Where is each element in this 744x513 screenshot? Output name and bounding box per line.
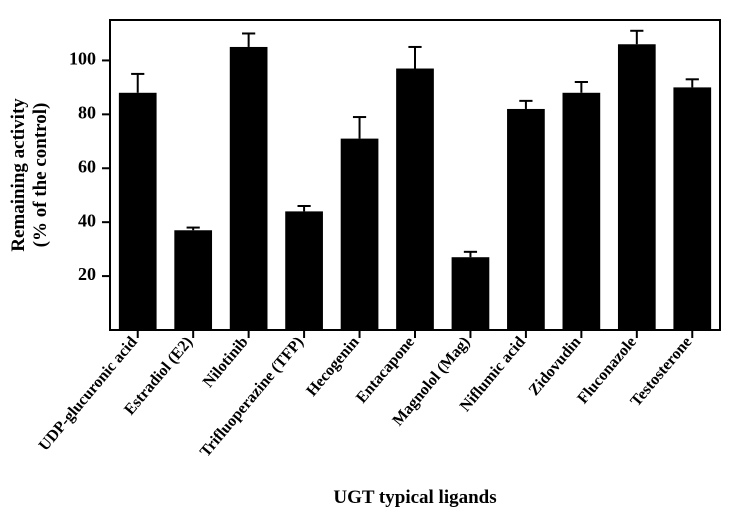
chart-container: 20406080100UDP-glucuronic acidEstradiol … bbox=[0, 0, 744, 513]
bar bbox=[618, 44, 656, 330]
y-tick-label: 60 bbox=[78, 156, 96, 176]
svg-text:Remaining activity: Remaining activity bbox=[8, 98, 29, 252]
y-tick-label: 80 bbox=[78, 102, 96, 122]
bar bbox=[119, 93, 157, 330]
x-axis-title: UGT typical ligands bbox=[333, 487, 496, 508]
y-tick-label: 40 bbox=[78, 210, 96, 230]
y-tick-label: 20 bbox=[78, 264, 96, 284]
bar bbox=[341, 139, 379, 330]
x-tick-label: Hecogenin bbox=[303, 334, 362, 400]
x-tick-label: Zidovudin bbox=[526, 334, 585, 400]
x-tick-label: Trifluoperazine (TFP) bbox=[197, 334, 307, 461]
y-tick-label: 100 bbox=[69, 49, 96, 69]
bar bbox=[285, 211, 323, 330]
bar bbox=[174, 230, 212, 330]
bar bbox=[673, 87, 711, 330]
bar bbox=[230, 47, 268, 330]
x-tick-label: UDP-glucuronic acid bbox=[36, 334, 141, 455]
bar bbox=[452, 257, 490, 330]
bar bbox=[396, 69, 434, 330]
bar bbox=[563, 93, 601, 330]
svg-text:(% of the control): (% of the control) bbox=[30, 103, 51, 248]
bar-chart: 20406080100UDP-glucuronic acidEstradiol … bbox=[0, 0, 744, 513]
y-axis-title: Remaining activity(% of the control) bbox=[8, 98, 51, 252]
bar bbox=[507, 109, 545, 330]
x-tick-label: Nilotinib bbox=[200, 334, 252, 391]
